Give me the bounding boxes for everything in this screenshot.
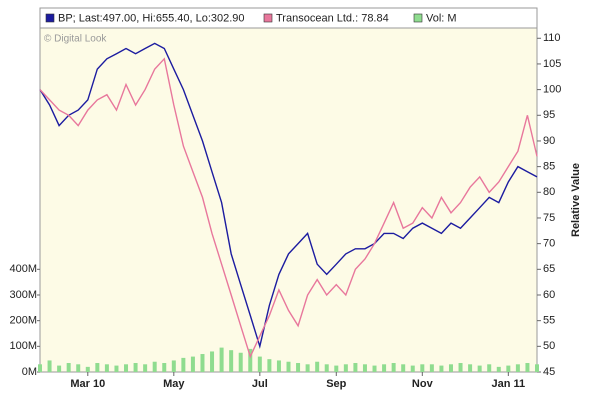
x-tick-label: Sep <box>326 378 346 390</box>
watermark: © Digital Look <box>44 34 107 45</box>
plot-area <box>39 7 538 373</box>
volume-bar <box>343 364 348 372</box>
y-tick-label: 45 <box>543 366 555 378</box>
y-tick-label: 110 <box>543 32 561 44</box>
volume-bar <box>152 361 157 372</box>
volume-bar <box>190 356 195 372</box>
y-tick-label: 80 <box>543 186 555 198</box>
volume-bar <box>391 363 396 372</box>
volume-bar <box>286 361 291 372</box>
volume-bar <box>124 364 129 372</box>
volume-bar <box>257 356 262 372</box>
y-tick-label: 85 <box>543 161 555 173</box>
y2-tick-label: 0M <box>22 366 37 378</box>
volume-bar <box>114 365 119 372</box>
y2-tick-label: 300M <box>9 289 37 301</box>
volume-bar <box>57 365 62 372</box>
volume-bar <box>458 363 463 372</box>
legend-label: BP; Last:497.00, Hi:655.40, Lo:302.90 <box>58 12 245 24</box>
price-line <box>39 42 538 349</box>
y-tick-label: 105 <box>543 58 561 70</box>
legend-swatch <box>263 13 273 23</box>
volume-bar <box>496 366 501 372</box>
volume-bar <box>324 364 329 372</box>
volume-bar <box>525 363 530 372</box>
y-tick-label: 70 <box>543 238 555 250</box>
volume-bar <box>85 366 90 372</box>
volume-bar <box>104 364 109 372</box>
volume-bar <box>162 363 167 372</box>
volume-bar <box>38 364 42 372</box>
volume-bar <box>315 361 320 372</box>
y-axis-label: Relative Value <box>570 163 582 237</box>
legend-box <box>39 7 538 29</box>
y-tick-label: 100 <box>543 84 561 96</box>
volume-bar <box>535 364 539 372</box>
volume-bar <box>353 363 358 372</box>
volume-bar <box>267 359 272 372</box>
x-tick-label: Nov <box>412 378 434 390</box>
price-line <box>39 57 538 359</box>
volume-bar <box>439 365 444 372</box>
volume-bar <box>171 360 176 372</box>
volume-bar <box>420 364 425 372</box>
legend-swatch <box>413 13 423 23</box>
volume-bar <box>382 364 387 372</box>
y-tick-label: 65 <box>543 263 555 275</box>
volume-bar <box>448 364 453 372</box>
volume-bar <box>76 364 81 372</box>
volume-bar <box>429 364 434 372</box>
volume-bar <box>181 357 186 372</box>
x-tick-label: Mar 10 <box>70 378 105 390</box>
legend-swatch <box>45 13 55 23</box>
y2-tick-label: 100M <box>9 340 37 352</box>
volume-bar <box>506 365 511 372</box>
volume-bar <box>133 363 138 372</box>
volume-bar <box>401 364 406 372</box>
y-tick-label: 60 <box>543 289 555 301</box>
y-tick-label: 90 <box>543 135 555 147</box>
volume-bar <box>410 365 415 372</box>
volume-bar <box>487 364 492 372</box>
y-tick-label: 50 <box>543 340 555 352</box>
x-tick-label: Jan 11 <box>492 378 526 390</box>
volume-bar <box>305 364 310 372</box>
volume-bar <box>468 364 473 372</box>
volume-bar <box>219 347 224 372</box>
volume-bar <box>276 360 281 372</box>
y-tick-label: 55 <box>543 315 555 327</box>
volume-bar <box>515 364 520 372</box>
volume-bar <box>95 363 100 372</box>
y-tick-label: 95 <box>543 109 555 121</box>
volume-bar <box>296 363 301 372</box>
legend-label: Vol: M <box>426 12 457 24</box>
volume-bar <box>200 354 205 372</box>
y2-tick-label: 400M <box>9 263 37 275</box>
volume-bar <box>66 363 71 372</box>
y-tick-label: 75 <box>543 212 555 224</box>
volume-bar <box>248 348 253 372</box>
volume-bar <box>238 352 243 372</box>
volume-bar <box>47 360 52 372</box>
x-tick-label: May <box>163 378 185 390</box>
volume-bar <box>143 364 148 372</box>
volume-bar <box>334 365 339 372</box>
legend-label: Transocean Ltd.: 78.84 <box>276 12 389 24</box>
x-tick-label: Jul <box>252 378 268 390</box>
volume-bar <box>229 350 234 372</box>
y2-tick-label: 200M <box>9 315 37 327</box>
volume-bar <box>362 364 367 372</box>
volume-bar <box>210 351 215 372</box>
volume-bar <box>372 365 377 372</box>
volume-bar <box>477 365 482 372</box>
